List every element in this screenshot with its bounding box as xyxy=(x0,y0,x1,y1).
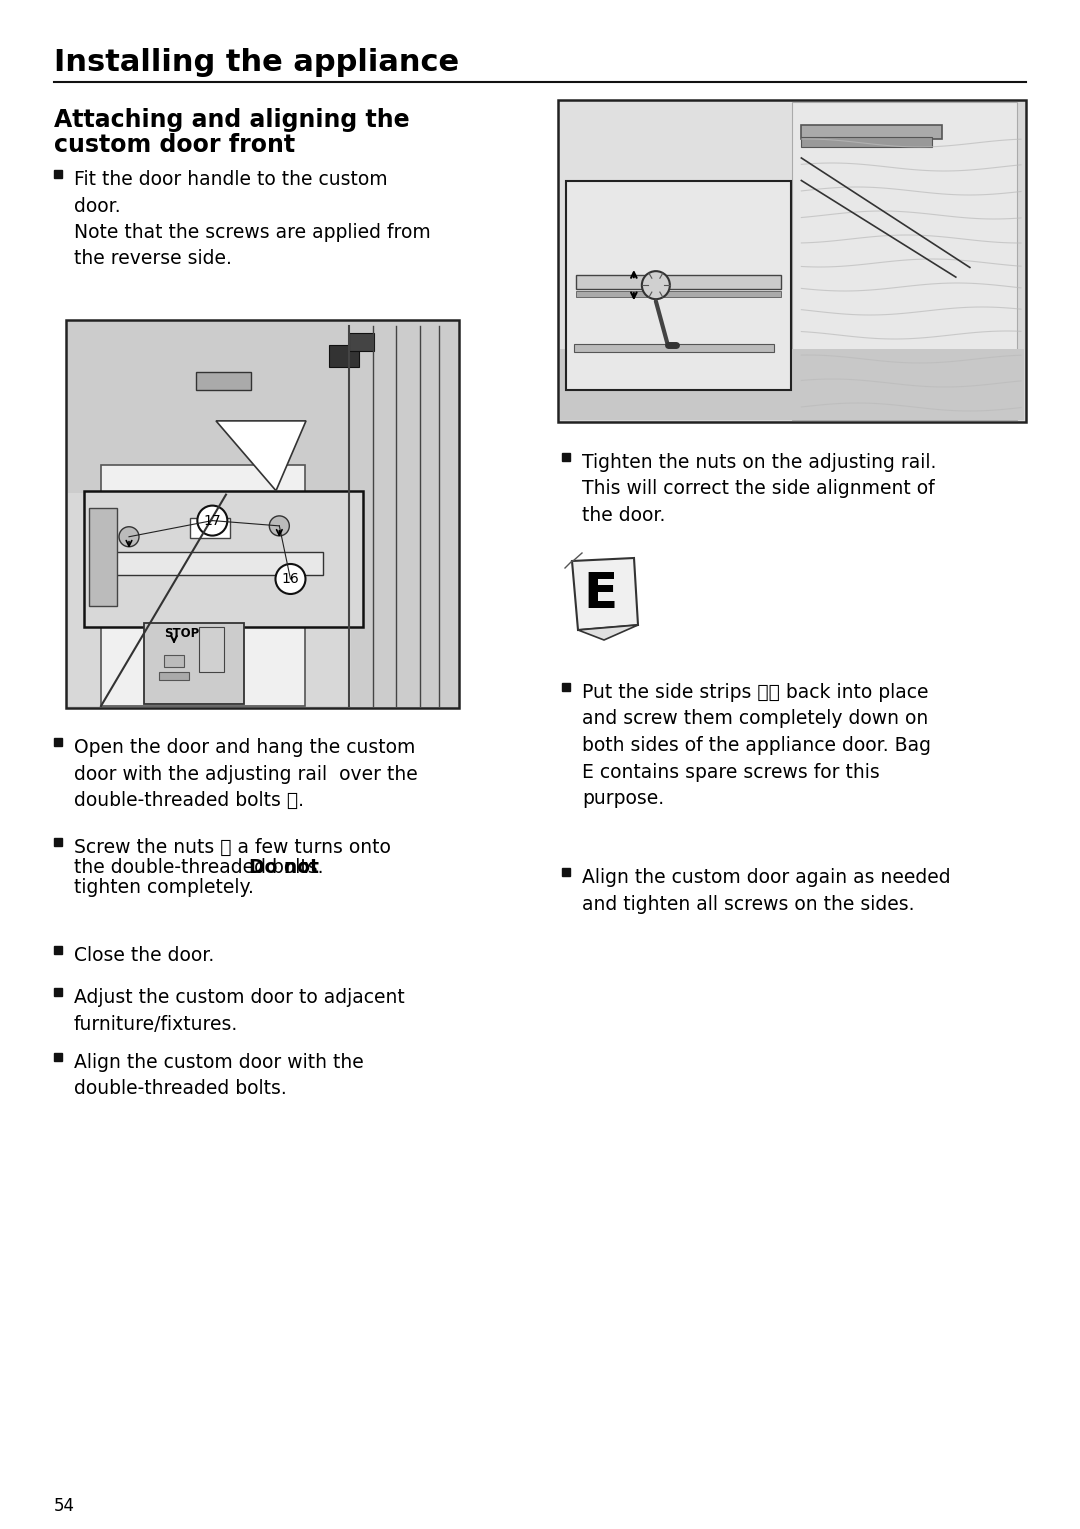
Bar xyxy=(562,683,570,691)
Bar xyxy=(54,739,62,746)
Bar xyxy=(561,102,804,420)
Bar xyxy=(576,291,781,297)
Text: Attaching and aligning the: Attaching and aligning the xyxy=(54,109,409,131)
Text: Fit the door handle to the custom
door.
Note that the screws are applied from
th: Fit the door handle to the custom door. … xyxy=(75,170,431,269)
Bar xyxy=(573,344,773,352)
Bar xyxy=(54,988,62,995)
Bar xyxy=(102,465,306,706)
Bar xyxy=(159,671,189,680)
Text: tighten completely.: tighten completely. xyxy=(75,878,254,898)
Bar xyxy=(144,622,244,705)
Bar xyxy=(562,453,570,462)
Text: STOP: STOP xyxy=(164,627,200,639)
Bar xyxy=(89,508,117,605)
Bar xyxy=(561,349,1024,420)
Text: custom door front: custom door front xyxy=(54,133,295,157)
Bar xyxy=(190,518,230,538)
Text: Align the custom door with the
double-threaded bolts.: Align the custom door with the double-th… xyxy=(75,1053,364,1098)
Text: 16: 16 xyxy=(282,572,299,586)
Circle shape xyxy=(642,271,670,300)
Bar xyxy=(54,946,62,954)
Text: Do not: Do not xyxy=(249,858,319,878)
Circle shape xyxy=(119,528,139,547)
Bar xyxy=(54,170,62,177)
Text: Align the custom door again as needed
and tighten all screws on the sides.: Align the custom door again as needed an… xyxy=(582,868,950,913)
Polygon shape xyxy=(94,552,323,575)
Polygon shape xyxy=(572,558,638,630)
Bar xyxy=(329,344,360,367)
Text: Put the side strips ⓱⓲ back into place
and screw them completely down on
both si: Put the side strips ⓱⓲ back into place a… xyxy=(582,683,931,807)
Text: 17: 17 xyxy=(203,514,221,528)
Circle shape xyxy=(198,506,228,535)
Text: Screw the nuts ⓲ a few turns onto: Screw the nuts ⓲ a few turns onto xyxy=(75,838,391,856)
Polygon shape xyxy=(578,625,638,641)
Bar xyxy=(562,868,570,876)
Text: E: E xyxy=(583,570,618,618)
Bar xyxy=(576,275,781,289)
Bar xyxy=(566,180,791,390)
Text: Open the door and hang the custom
door with the adjusting rail  over the
double-: Open the door and hang the custom door w… xyxy=(75,739,418,810)
Text: the double-threaded bolts.: the double-threaded bolts. xyxy=(75,858,329,878)
Circle shape xyxy=(275,564,306,593)
Bar xyxy=(164,656,184,668)
Bar xyxy=(84,491,363,627)
Text: Close the door.: Close the door. xyxy=(75,946,214,965)
Bar xyxy=(54,1053,62,1061)
Bar xyxy=(54,838,62,846)
Bar xyxy=(349,333,374,352)
Circle shape xyxy=(269,515,289,535)
Bar xyxy=(195,372,251,390)
Text: 54: 54 xyxy=(54,1497,75,1515)
Bar xyxy=(68,492,351,706)
Polygon shape xyxy=(216,420,306,491)
Text: Tighten the nuts on the adjusting rail.
This will correct the side alignment of
: Tighten the nuts on the adjusting rail. … xyxy=(582,453,936,524)
Bar xyxy=(558,99,1026,422)
Text: Adjust the custom door to adjacent
furniture/fixtures.: Adjust the custom door to adjacent furni… xyxy=(75,988,405,1034)
Bar xyxy=(792,102,1016,420)
Bar xyxy=(801,136,932,147)
Bar xyxy=(801,125,942,139)
Bar xyxy=(199,627,224,671)
Bar xyxy=(66,320,459,708)
Text: Installing the appliance: Installing the appliance xyxy=(54,47,459,76)
